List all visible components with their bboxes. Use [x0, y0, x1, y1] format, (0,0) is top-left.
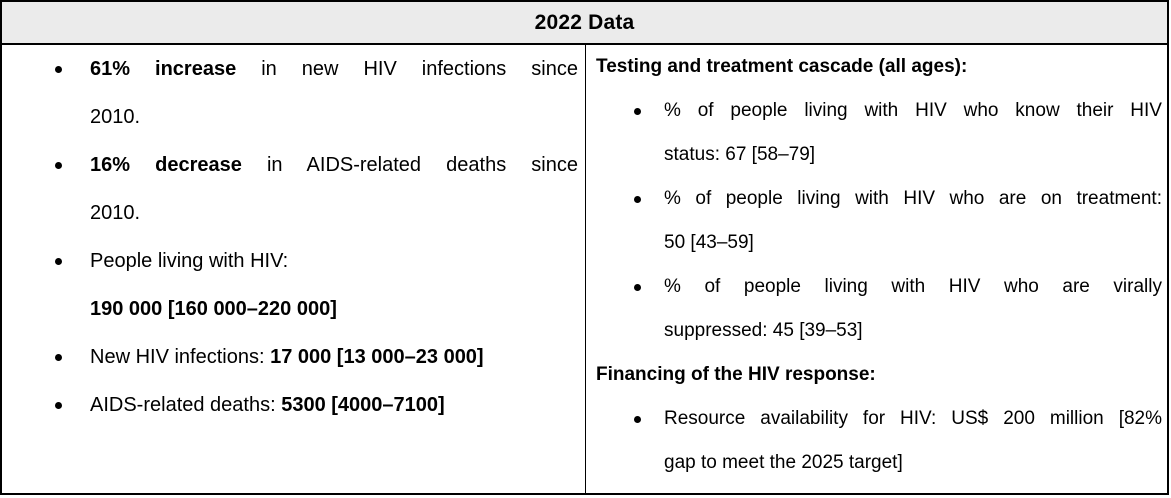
bullet-icon — [55, 65, 62, 73]
text-line: suppressed: 45 [39–53] — [664, 309, 1162, 353]
text-run: AIDS-related deaths: — [90, 394, 282, 416]
text-run: People living with HIV: — [90, 250, 289, 272]
text-run: in AIDS-related deaths since — [241, 154, 578, 176]
table-body-row: 61% increase in new HIV infections since… — [2, 45, 1167, 493]
text-run: 2010. — [90, 106, 141, 128]
right-cell-content: Testing and treatment cascade (all ages)… — [596, 45, 1162, 485]
bullet-item: AIDS-related deaths: 5300 [4000–7100] — [55, 381, 578, 429]
left-column-cell: 61% increase in new HIV infections since… — [2, 45, 586, 493]
section-heading: Financing of the HIV response: — [596, 364, 876, 385]
text-line: 61% increase in new HIV infections since — [90, 45, 578, 93]
bold-text-run: 61% increase — [90, 58, 237, 80]
bullet-icon — [634, 195, 641, 203]
bullet-icon — [634, 107, 641, 115]
bold-text-run: 16% decrease — [90, 154, 242, 176]
text-line: 190 000 [160 000–220 000] — [90, 285, 578, 333]
text-line: 16% decrease in AIDS-related deaths sinc… — [90, 141, 578, 189]
left-cell-list: 61% increase in new HIV infections since… — [2, 45, 578, 429]
text-line: AIDS-related deaths: 5300 [4000–7100] — [90, 381, 578, 429]
bullet-item: % of people living with HIV who are on t… — [634, 177, 1162, 265]
text-line: Resource availability for HIV: US$ 200 m… — [664, 397, 1162, 441]
bullet-icon — [55, 353, 62, 361]
bullet-item: People living with HIV: 190 000 [160 000–… — [55, 237, 578, 333]
bullet-item: % of people living with HIV who know the… — [634, 89, 1162, 177]
text-line: % of people living with HIV who are vira… — [664, 265, 1162, 309]
bullet-item: New HIV infections: 17 000 [13 000–23 00… — [55, 333, 578, 381]
text-line: 50 [43–59] — [664, 221, 1162, 265]
text-run: New HIV infections: — [90, 346, 271, 368]
section-heading: Testing and treatment cascade (all ages)… — [596, 56, 968, 77]
bold-text-run: 190 000 [160 000–220 000] — [90, 298, 337, 320]
text-line: 2010. — [90, 93, 578, 141]
text-run: % of people living with HIV who are vira… — [664, 276, 1162, 297]
text-run: % of people living with HIV who know the… — [664, 100, 1162, 121]
table-title: 2022 Data — [534, 10, 635, 34]
bullet-item: 16% decrease in AIDS-related deaths sinc… — [55, 141, 578, 237]
text-run: in new HIV infections since — [236, 58, 578, 80]
text-line: % of people living with HIV who know the… — [664, 89, 1162, 133]
bold-text-run: 5300 [4000–7100] — [281, 394, 445, 416]
text-run: 50 [43–59] — [664, 232, 754, 253]
text-line: status: 67 [58–79] — [664, 133, 1162, 177]
text-run: gap to meet the 2025 target] — [664, 452, 903, 473]
text-line: 2010. — [90, 189, 578, 237]
bullet-item: 61% increase in new HIV infections since… — [55, 45, 578, 141]
bullet-item: Resource availability for HIV: US$ 200 m… — [634, 397, 1162, 485]
text-line: gap to meet the 2025 target] — [664, 441, 1162, 485]
text-line: % of people living with HIV who are on t… — [664, 177, 1162, 221]
bold-text-run: 17 000 [13 000–23 000] — [270, 346, 484, 368]
bullet-icon — [634, 283, 641, 291]
text-run: 2010. — [90, 202, 141, 224]
text-run: Resource availability for HIV: US$ 200 m… — [664, 408, 1162, 429]
text-line: New HIV infections: 17 000 [13 000–23 00… — [90, 333, 578, 381]
table-header-row: 2022 Data — [2, 2, 1167, 45]
bullet-icon — [55, 257, 62, 265]
text-line: People living with HIV: — [90, 237, 578, 285]
text-run: status: 67 [58–79] — [664, 144, 816, 165]
text-run: suppressed: 45 [39–53] — [664, 320, 863, 341]
bullet-icon — [55, 401, 62, 409]
bullet-icon — [55, 161, 62, 169]
bullet-item: % of people living with HIV who are vira… — [634, 265, 1162, 353]
bullet-icon — [634, 415, 641, 423]
text-run: % of people living with HIV who are on t… — [664, 188, 1162, 209]
right-column-cell: Testing and treatment cascade (all ages)… — [586, 45, 1167, 493]
